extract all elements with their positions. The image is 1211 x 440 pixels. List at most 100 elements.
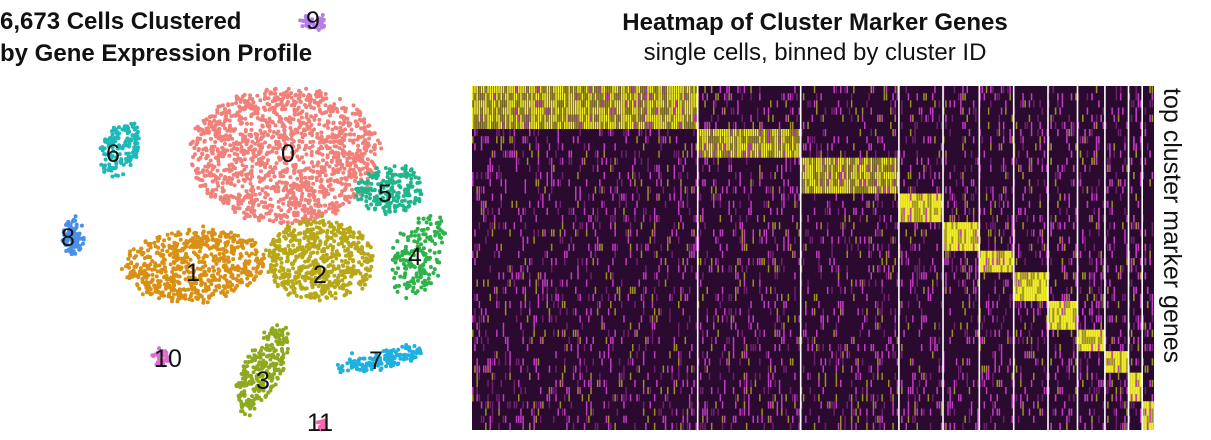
heatmap-cell bbox=[629, 243, 632, 251]
heatmap-cell bbox=[500, 243, 502, 251]
heatmap-cell bbox=[596, 93, 599, 101]
heatmap-cell bbox=[570, 93, 573, 101]
heatmap-cell bbox=[585, 93, 588, 101]
heatmap-cell bbox=[498, 86, 500, 94]
heatmap-cell bbox=[568, 121, 570, 129]
heatmap-cell bbox=[632, 121, 634, 129]
heatmap-cell bbox=[529, 308, 531, 316]
heatmap-cell bbox=[498, 93, 500, 101]
heatmap-cell bbox=[487, 164, 489, 172]
heatmap-cell bbox=[524, 222, 527, 230]
heatmap-cell bbox=[596, 422, 599, 430]
heatmap-cell bbox=[553, 387, 555, 395]
heatmap-cell bbox=[614, 308, 616, 316]
heatmap-cell bbox=[485, 236, 487, 244]
heatmap-cell bbox=[515, 286, 518, 294]
heatmap-cell bbox=[588, 86, 590, 94]
heatmap-cell bbox=[480, 136, 483, 144]
heatmap-cell bbox=[487, 379, 489, 387]
heatmap-cell bbox=[590, 308, 592, 316]
heatmap-cell bbox=[485, 86, 487, 94]
heatmap-cell bbox=[474, 258, 476, 266]
heatmap-cell bbox=[607, 93, 610, 101]
heatmap-cell bbox=[585, 279, 588, 287]
heatmap-cell bbox=[504, 308, 507, 316]
heatmap-cell bbox=[566, 100, 568, 108]
heatmap-cell bbox=[599, 186, 601, 194]
heatmap-cell bbox=[603, 121, 605, 129]
heatmap-cell bbox=[496, 121, 498, 129]
heatmap-cell bbox=[487, 114, 489, 122]
heatmap-cell bbox=[548, 93, 551, 101]
heatmap-cell bbox=[535, 114, 537, 122]
heatmap-cell bbox=[577, 86, 579, 94]
heatmap-cell bbox=[550, 121, 553, 129]
cell-point bbox=[323, 203, 328, 208]
heatmap-cell bbox=[483, 365, 485, 373]
cell-point bbox=[250, 184, 255, 189]
heatmap-cell bbox=[629, 100, 632, 108]
heatmap-cell bbox=[491, 415, 494, 423]
cell-point bbox=[317, 140, 322, 145]
heatmap-cell bbox=[634, 150, 636, 158]
heatmap-cell bbox=[575, 329, 577, 337]
heatmap-cell bbox=[509, 93, 511, 101]
heatmap-cell bbox=[610, 121, 612, 129]
heatmap-cell bbox=[553, 164, 555, 172]
heatmap-cell bbox=[618, 172, 621, 180]
heatmap-cell bbox=[531, 336, 533, 344]
heatmap-cell bbox=[594, 229, 597, 237]
cell-point bbox=[240, 163, 245, 168]
heatmap-cell bbox=[483, 121, 485, 129]
cell-point bbox=[257, 192, 262, 196]
heatmap-cell bbox=[493, 215, 496, 223]
cell-point bbox=[304, 115, 309, 120]
heatmap-cell bbox=[539, 93, 542, 101]
heatmap-cell bbox=[474, 344, 476, 352]
heatmap-cell bbox=[607, 415, 610, 423]
heatmap-cell bbox=[579, 186, 581, 194]
heatmap-cell bbox=[522, 272, 524, 280]
heatmap-cell bbox=[529, 200, 531, 208]
heatmap-cell bbox=[621, 179, 623, 187]
heatmap-cell bbox=[498, 207, 500, 215]
heatmap-cell bbox=[474, 229, 476, 237]
heatmap-cell bbox=[524, 293, 527, 301]
heatmap-cell bbox=[566, 107, 568, 115]
heatmap-cell bbox=[566, 114, 568, 122]
heatmap-cell bbox=[531, 93, 533, 101]
heatmap-cell bbox=[496, 293, 498, 301]
heatmap-cell bbox=[504, 107, 507, 115]
heatmap-cell bbox=[524, 100, 527, 108]
heatmap-cell bbox=[539, 401, 542, 409]
heatmap-cell bbox=[507, 86, 509, 94]
heatmap-cell bbox=[485, 107, 487, 115]
heatmap-cell bbox=[612, 164, 614, 172]
heatmap-cell bbox=[487, 136, 489, 144]
heatmap-cell bbox=[478, 193, 481, 201]
heatmap-cell bbox=[542, 100, 544, 108]
heatmap-cell bbox=[592, 408, 594, 416]
heatmap-cell bbox=[572, 243, 575, 251]
heatmap-cell bbox=[502, 222, 505, 230]
heatmap-cell bbox=[524, 207, 527, 215]
heatmap-cell bbox=[566, 86, 568, 94]
heatmap-cell bbox=[577, 136, 579, 144]
heatmap-cell bbox=[579, 86, 581, 94]
heatmap-cell bbox=[596, 258, 599, 266]
cell-point bbox=[222, 137, 227, 142]
heatmap-cell bbox=[489, 293, 491, 301]
heatmap-cell bbox=[491, 164, 494, 172]
heatmap-cell bbox=[634, 114, 636, 122]
heatmap-cell bbox=[594, 121, 597, 129]
heatmap-cell bbox=[544, 250, 546, 258]
heatmap-cell bbox=[546, 93, 548, 101]
heatmap-cell bbox=[520, 100, 522, 108]
heatmap-cell bbox=[535, 172, 537, 180]
heatmap-cell bbox=[533, 315, 535, 323]
heatmap-cell bbox=[509, 114, 511, 122]
heatmap-cell bbox=[491, 379, 494, 387]
heatmap-cell bbox=[632, 172, 634, 180]
heatmap-cell bbox=[553, 301, 555, 309]
heatmap-cell bbox=[583, 86, 586, 94]
